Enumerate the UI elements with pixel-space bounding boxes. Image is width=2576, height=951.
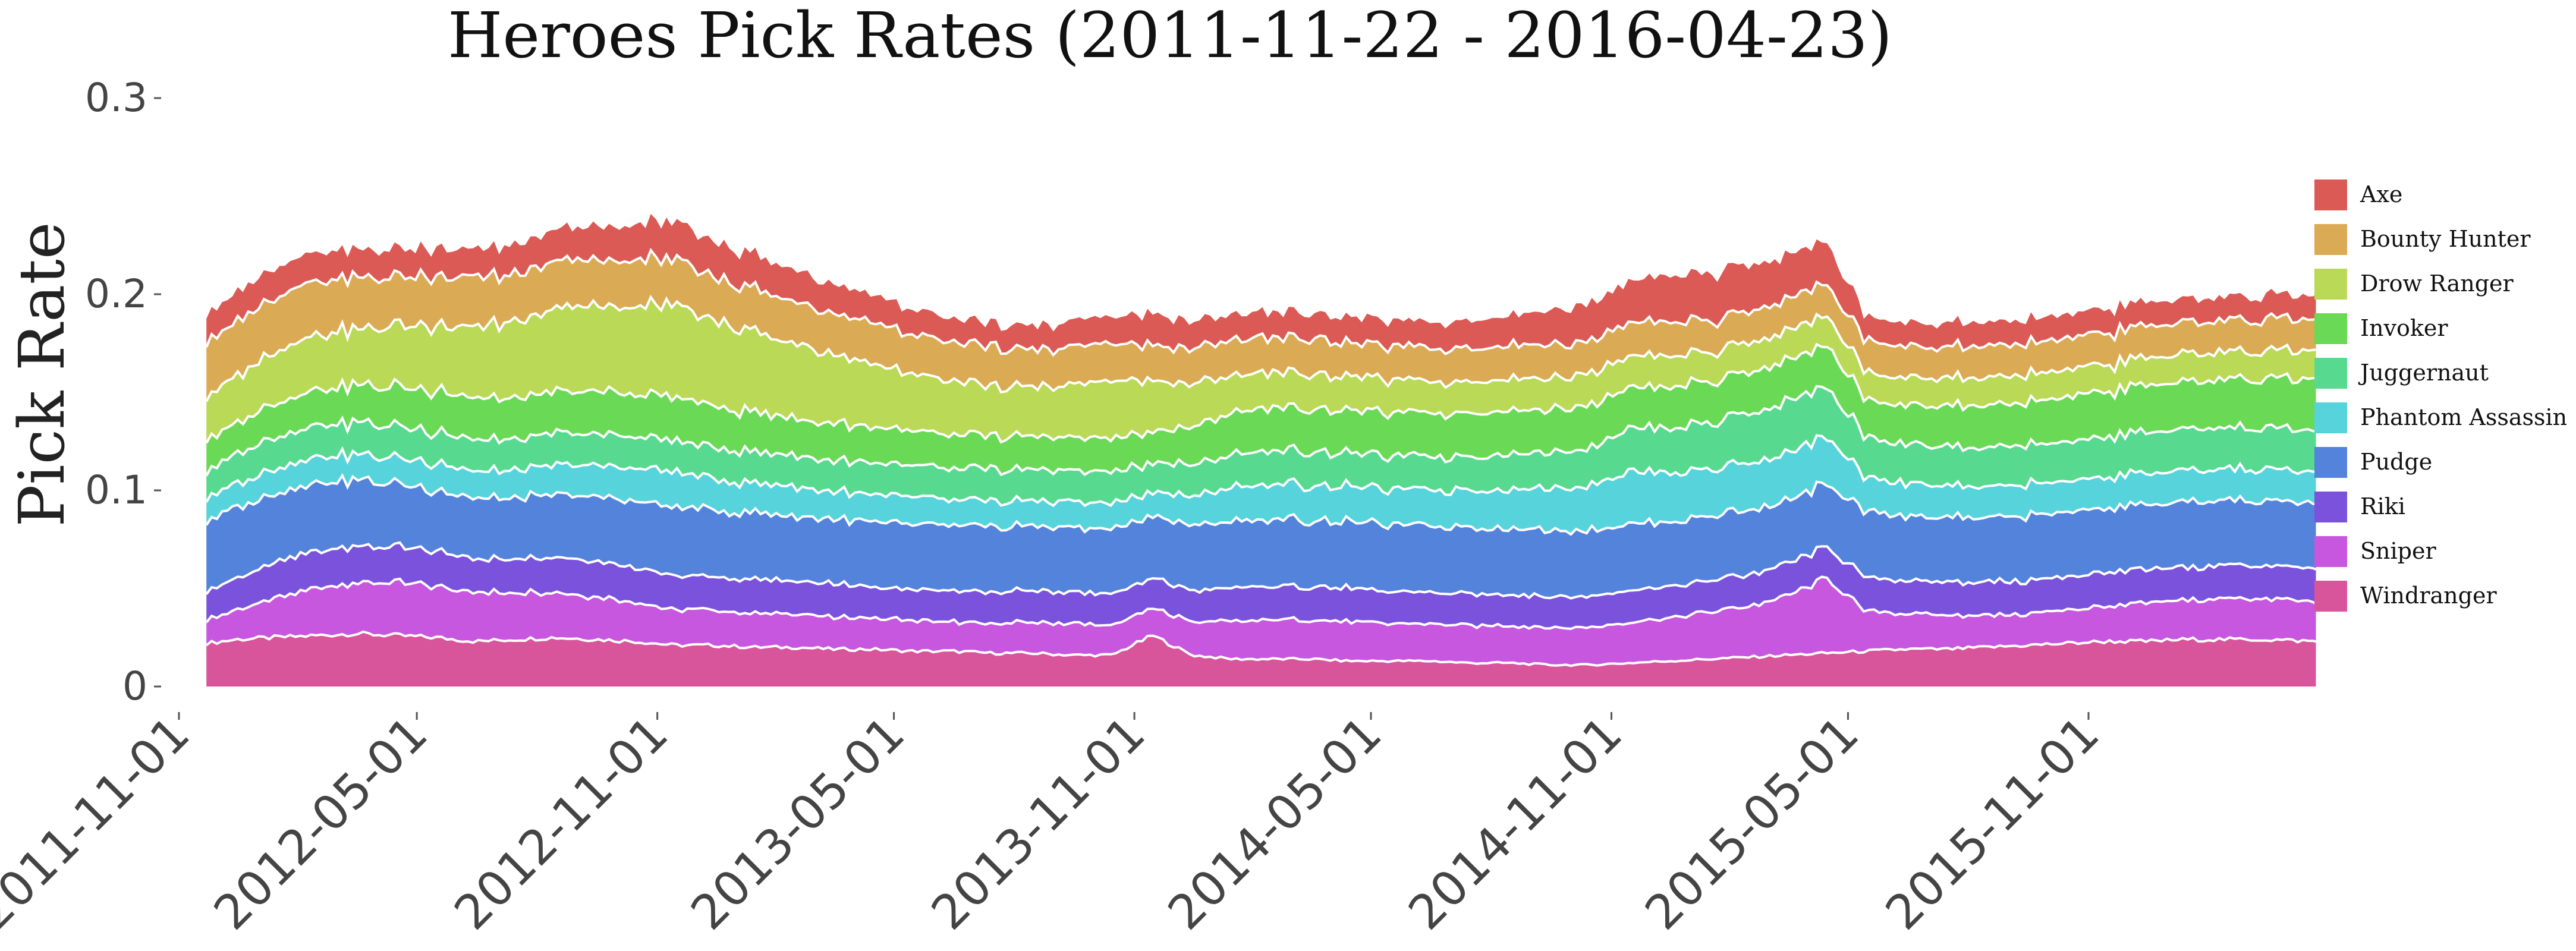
legend-swatch-pudge: [2314, 447, 2347, 478]
boundary-line-phantom-assassin: [205, 434, 2316, 508]
area-riki: [206, 542, 2316, 629]
legend-swatch-juggernaut: [2314, 358, 2347, 389]
area-drow-ranger: [206, 297, 2316, 443]
legend-swatch-drow-ranger: [2314, 269, 2347, 300]
boundary-line-bounty-hunter: [205, 247, 2316, 357]
legend-swatch-axe: [2314, 180, 2347, 210]
x-tick-label: 2013-11-01: [921, 706, 1156, 941]
boundary-line-riki: [205, 541, 2317, 600]
y-tick-label: 0.1: [85, 467, 147, 513]
area-sniper: [206, 577, 2316, 666]
boundary-line-juggernaut: [205, 385, 2316, 477]
legend-label-pudge: Pudge: [2360, 449, 2432, 475]
legend-label-axe: Axe: [2360, 181, 2402, 207]
x-tick-label: 2014-05-01: [1158, 706, 1392, 941]
legend-label-phantom-assassin: Phantom Assassin: [2360, 404, 2567, 430]
legend-label-invoker: Invoker: [2360, 315, 2448, 341]
x-tick-label: 2015-05-01: [1634, 706, 1869, 941]
area-invoker: [206, 344, 2316, 476]
y-tick-label: 0.2: [85, 271, 147, 317]
legend-swatch-bounty-hunter: [2314, 224, 2347, 255]
legend-label-sniper: Sniper: [2360, 538, 2436, 564]
legend-swatch-phantom-assassin: [2314, 402, 2347, 433]
legend-label-bounty-hunter: Bounty Hunter: [2360, 226, 2531, 252]
y-tick-label: 0: [122, 663, 147, 709]
x-tick-label: 2014-11-01: [1398, 706, 1633, 941]
y-axis-label: Pick Rate: [5, 222, 78, 527]
boundary-line-windranger: [205, 630, 2317, 667]
boundary-line-sniper: [205, 575, 2317, 630]
area-pudge: [206, 476, 2316, 599]
chart-title: Heroes Pick Rates (2011-11-22 - 2016-04-…: [448, 0, 1892, 72]
legend-swatch-invoker: [2314, 313, 2347, 344]
y-axis: 0 0.1 0.2 0.3: [85, 75, 161, 709]
x-tick-label: 2013-05-01: [681, 706, 916, 941]
boundary-line-invoker: [205, 342, 2316, 444]
legend-label-windranger: Windranger: [2360, 582, 2497, 609]
y-tick-label: 0.3: [85, 75, 147, 121]
boundary-line-drow-ranger: [205, 294, 2316, 402]
boundary-line-pudge: [205, 473, 2316, 536]
legend-swatch-sniper: [2314, 536, 2347, 567]
legend-label-riki: Riki: [2360, 493, 2405, 519]
x-axis: 2011-11-01 2012-05-01 2012-11-01 2013-05-01…: [0, 706, 2109, 941]
area-juggernaut: [206, 386, 2316, 506]
x-tick-label: 2011-11-01: [0, 706, 200, 941]
legend: Axe Bounty Hunter Drow Ranger Invoker Jugger…: [2314, 180, 2567, 612]
series-boundary-lines: [205, 247, 2317, 667]
legend-swatch-windranger: [2314, 581, 2347, 612]
x-tick-label: 2015-11-01: [1875, 706, 2110, 941]
area-axe: [206, 213, 2316, 355]
legend-label-drow-ranger: Drow Ranger: [2360, 270, 2514, 297]
legend-swatch-riki: [2314, 492, 2347, 522]
x-tick-label: 2012-05-01: [203, 706, 438, 941]
legend-label-juggernaut: Juggernaut: [2358, 360, 2489, 386]
x-tick-label: 2012-11-01: [444, 706, 679, 941]
